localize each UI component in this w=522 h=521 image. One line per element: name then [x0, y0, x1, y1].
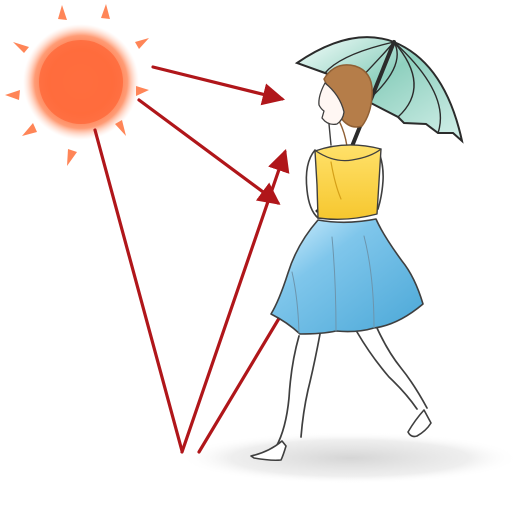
person-icon	[250, 64, 432, 462]
arrow-icon	[137, 98, 281, 205]
arrow-icon	[151, 65, 286, 106]
ground-shadow	[180, 432, 520, 484]
sunlight-arrows	[93, 65, 286, 453]
arrow-icon	[180, 149, 290, 454]
sun-icon	[5, 4, 149, 166]
arrow-icon	[93, 128, 184, 453]
